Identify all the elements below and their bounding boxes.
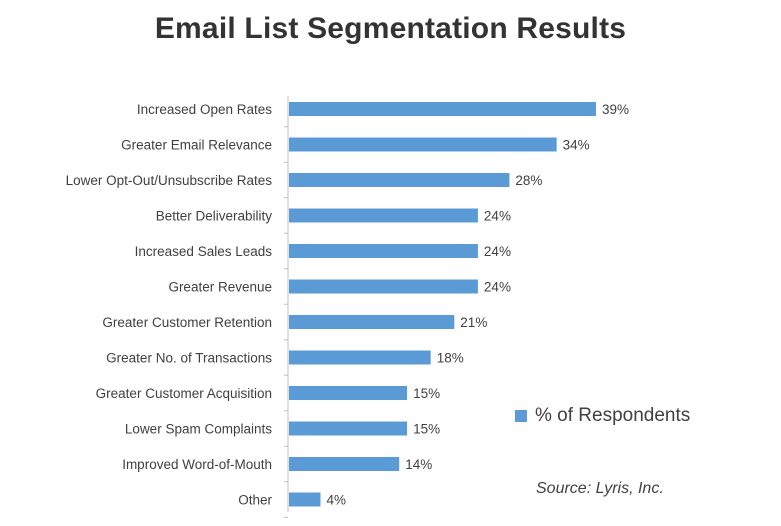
data-label: 24% <box>484 209 511 224</box>
category-label: Greater Revenue <box>168 280 272 295</box>
bar <box>289 492 321 507</box>
bar <box>289 279 478 294</box>
bar <box>289 137 557 152</box>
category-label: Increased Sales Leads <box>135 244 273 259</box>
legend-swatch <box>515 410 527 422</box>
data-label: 34% <box>563 138 590 153</box>
data-label: 39% <box>602 102 629 117</box>
chart-title: Email List Segmentation Results <box>154 12 627 45</box>
bar <box>289 244 478 258</box>
category-label: Greater Customer Acquisition <box>96 386 272 401</box>
bars-group: Increased Open Rates 39% Greater Email Rel… <box>66 102 629 518</box>
data-label: 18% <box>437 351 464 366</box>
category-label: Other <box>238 493 272 508</box>
legend: % of Respondents <box>515 405 690 427</box>
bar <box>289 386 408 400</box>
category-label: Lower Spam Complaints <box>125 422 272 437</box>
category-label: Greater Email Relevance <box>121 138 272 153</box>
category-label: Better Deliverability <box>156 209 273 224</box>
category-label: Greater No. of Transactions <box>106 351 272 366</box>
source-note: Source: Lyris, Inc. <box>536 480 664 497</box>
bar <box>289 457 400 471</box>
category-label: Lower Opt-Out/Unsubscribe Rates <box>66 173 273 188</box>
data-label: 15% <box>413 422 440 437</box>
bar <box>289 350 431 365</box>
bar <box>289 173 510 187</box>
data-label: 4% <box>326 493 346 508</box>
data-label: 24% <box>484 280 511 295</box>
category-label: Improved Word-of-Mouth <box>122 457 272 472</box>
data-label: 28% <box>515 173 542 188</box>
data-label: 24% <box>484 244 511 259</box>
bar <box>289 315 455 329</box>
legend-label: % of Respondents <box>535 405 691 426</box>
data-label: 14% <box>405 457 432 472</box>
bar <box>289 208 478 223</box>
category-label: Greater Customer Retention <box>102 315 272 330</box>
category-label: Increased Open Rates <box>137 102 272 117</box>
data-label: 15% <box>413 386 440 401</box>
bar <box>289 421 408 436</box>
data-label: 21% <box>460 315 487 330</box>
bar <box>289 102 596 116</box>
